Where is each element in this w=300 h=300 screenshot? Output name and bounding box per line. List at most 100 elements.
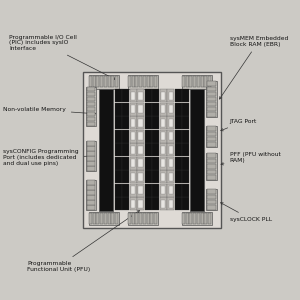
Bar [122,143,129,156]
Bar [147,76,150,87]
Bar [108,76,111,87]
Bar [207,97,216,101]
Bar [175,197,182,210]
Bar [206,126,217,147]
Bar [197,213,200,224]
Bar [160,184,167,197]
Bar [87,146,95,151]
Bar [131,146,135,154]
Bar [169,146,173,154]
Bar [167,157,174,170]
Bar [167,197,174,210]
Bar [87,180,95,184]
Bar [161,119,166,127]
Bar [161,105,166,113]
Bar [145,89,152,102]
Bar [87,185,95,190]
Bar [130,103,136,116]
Bar [122,157,129,170]
Bar [193,213,196,224]
Bar [182,89,189,102]
Bar [122,130,129,143]
Bar [130,143,136,156]
Bar [175,157,182,170]
Text: sysCONFIG Programming
Port (includes dedicated
and dual use pins): sysCONFIG Programming Port (includes ded… [3,149,92,166]
Bar [204,76,207,87]
Bar [169,105,173,113]
Text: sysCLOCK PLL: sysCLOCK PLL [220,203,272,221]
Bar [88,212,119,225]
Bar [150,76,153,87]
Bar [207,107,216,111]
Bar [169,186,173,194]
Bar [182,130,189,143]
Bar [145,143,152,156]
Bar [206,189,217,210]
Bar [167,170,174,183]
Bar [87,206,95,210]
Bar [115,130,122,143]
Bar [207,87,216,91]
Bar [138,200,143,208]
Bar [104,76,107,87]
Bar [154,76,157,87]
Bar [160,170,167,183]
Bar [87,112,95,116]
Bar [175,130,182,143]
Bar [208,213,211,224]
Bar [145,103,152,116]
Bar [200,76,204,87]
Bar [135,213,139,224]
Bar [111,213,115,224]
Bar [93,76,96,87]
Bar [190,89,204,211]
Bar [87,156,95,161]
Bar [130,197,136,210]
Bar [128,75,158,88]
Bar [167,116,174,129]
Bar [152,130,159,143]
Bar [96,76,100,87]
Bar [182,197,189,210]
Bar [100,76,103,87]
Bar [115,103,122,116]
Bar [130,116,136,129]
Bar [185,213,189,224]
Bar [89,76,92,87]
Bar [135,76,139,87]
Bar [138,132,143,140]
Bar [160,130,167,143]
Bar [137,143,144,156]
Bar [189,213,193,224]
Bar [87,107,95,111]
Bar [131,186,135,194]
Bar [207,92,216,96]
Bar [207,205,216,210]
Bar [122,197,129,210]
Bar [130,89,136,102]
Bar [208,76,211,87]
Bar [152,170,159,183]
Bar [87,195,95,200]
Bar [87,117,95,121]
Bar [167,89,174,102]
Bar [104,213,107,224]
Bar [130,130,136,143]
Bar [193,76,196,87]
Bar [207,142,216,147]
Bar [160,197,167,210]
Bar [85,141,96,171]
Bar [150,213,153,224]
Bar [200,213,204,224]
Bar [169,132,173,140]
Bar [131,200,135,208]
Bar [145,184,152,197]
Bar [161,186,166,194]
Bar [87,152,95,156]
Bar [137,116,144,129]
Bar [169,92,173,100]
Bar [138,105,143,113]
Bar [111,76,115,87]
Bar [138,186,143,194]
Text: PFF (PFU without
RAM): PFF (PFU without RAM) [221,152,280,165]
